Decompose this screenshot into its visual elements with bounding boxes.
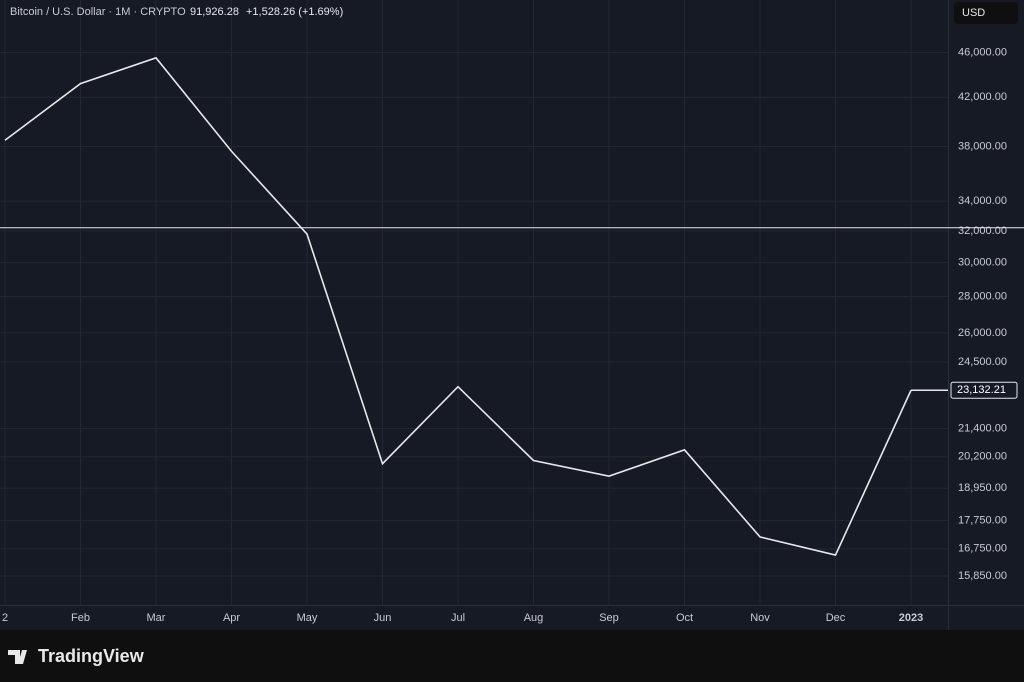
brand: TradingView bbox=[38, 646, 145, 666]
x-tick-label: Feb bbox=[71, 612, 90, 624]
x-tick-label: May bbox=[297, 612, 318, 624]
y-tick-label: 26,000.00 bbox=[958, 327, 1007, 339]
x-tick-label: 2023 bbox=[899, 612, 923, 624]
y-tick-label: 28,000.00 bbox=[958, 290, 1007, 302]
x-tick-label: Jul bbox=[451, 612, 465, 624]
y-tick-label: 46,000.00 bbox=[958, 47, 1007, 59]
x-tick-label: Oct bbox=[676, 612, 693, 624]
currency[interactable]: USD bbox=[962, 7, 985, 19]
y-tick-label: 21,400.00 bbox=[958, 422, 1007, 434]
chart-background bbox=[0, 0, 1024, 630]
change: +1,528.26 (+1.69%) bbox=[246, 6, 343, 18]
y-tick-label: 20,200.00 bbox=[958, 451, 1007, 463]
grid bbox=[0, 0, 948, 605]
x-tick-label: Apr bbox=[223, 612, 240, 624]
price-line bbox=[4, 56, 912, 556]
y-tick-label: 32,000.00 bbox=[958, 225, 1007, 237]
footer-background bbox=[0, 630, 1024, 677]
y-tick-label: 15,850.00 bbox=[958, 570, 1007, 582]
y-tick-label: 38,000.00 bbox=[958, 140, 1007, 152]
currency-button[interactable] bbox=[954, 2, 1018, 24]
x-tick-label: Aug bbox=[524, 612, 544, 624]
price: 91,926.28 bbox=[190, 6, 239, 18]
y-tick-label: 24,500.00 bbox=[958, 356, 1007, 368]
x-tick-label: Nov bbox=[750, 612, 770, 624]
y-tick-label: 18,950.00 bbox=[958, 482, 1007, 494]
y-tick-label: 42,000.00 bbox=[958, 91, 1007, 103]
symbol-title: Bitcoin / U.S. Dollar · 1M · CRYPTO bbox=[10, 6, 186, 18]
y-tick-label: 16,750.00 bbox=[958, 543, 1007, 555]
y-tick-label: 17,750.00 bbox=[958, 514, 1007, 526]
x-tick-label: Sep bbox=[599, 612, 619, 624]
y-tick-label: 34,000.00 bbox=[958, 195, 1007, 207]
x-tick-label: Jun bbox=[374, 612, 392, 624]
logo bbox=[8, 650, 27, 664]
x-tick-label: 2 bbox=[2, 612, 8, 624]
x-tick-label: Dec bbox=[826, 612, 846, 624]
last-price-label: 23,132.21 bbox=[957, 384, 1006, 396]
logo-icon bbox=[8, 650, 27, 664]
x-tick-label: Mar bbox=[147, 612, 166, 624]
y-tick-label: 30,000.00 bbox=[958, 256, 1007, 268]
last-price-box bbox=[950, 381, 1018, 399]
